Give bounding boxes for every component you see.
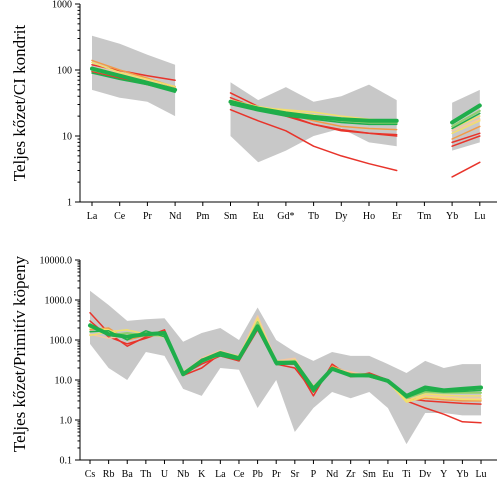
x-tick-label: Nd: [169, 211, 181, 222]
x-tick-label: Ho: [363, 211, 375, 222]
x-tick-label: Ce: [114, 211, 126, 222]
x-tick-label: Pr: [272, 469, 282, 477]
y-tick-label: 10.0: [55, 376, 73, 387]
x-tick-label: Sm: [224, 211, 238, 222]
x-tick-label: Yb: [456, 469, 468, 477]
x-tick-label: Zr: [346, 469, 356, 477]
y-tick-label: 100.0: [50, 336, 73, 347]
envelope-layer: [90, 290, 481, 445]
chondrite-ree-plot: 1 10 100 1000 La Ce Pr Nd Pm Sm Eu Gd* Tb Dy Ho Er Tm Yb L…: [10, 0, 497, 222]
series-layer: [88, 312, 483, 424]
y-tick-label: 1: [67, 198, 72, 209]
y-tick-label: 1000.0: [45, 296, 73, 307]
y-tick-label: 1.0: [60, 416, 73, 427]
x-tick-label: Gd*: [277, 211, 294, 222]
x-tick-label: Eu: [253, 211, 264, 222]
x-tick-label: Pr: [143, 211, 153, 222]
x-tick-label: Eu: [382, 469, 393, 477]
series-line: [89, 328, 482, 399]
x-tick-label: Dy: [419, 469, 431, 477]
y-tick-label: 10000.0: [40, 256, 73, 267]
y-tick-label: 1000: [52, 0, 72, 11]
series-line: [90, 66, 482, 125]
x-tick-label: La: [87, 211, 98, 222]
x-tick-label: Pb: [252, 469, 263, 477]
x-tick-label: Th: [140, 469, 151, 477]
x-tick-label: Ti: [402, 469, 411, 477]
x-tick-label: Rb: [103, 469, 115, 477]
x-tick-label: Yb: [446, 211, 458, 222]
x-tick-label: P: [311, 469, 317, 477]
x-tick-label: La: [215, 469, 226, 477]
primitive-mantle-plot: 0.1 1.0 10.0 100.0 1000.0 10000.0 Cs Rb Ba Th U Nb K…: [10, 255, 497, 477]
x-tick-label: Lu: [474, 211, 485, 222]
x-tick-label: Sr: [290, 469, 300, 477]
x-tick-label: K: [198, 469, 206, 477]
y-tick-label: 100: [57, 66, 72, 77]
series-line: [91, 72, 481, 130]
x-tick-label: Ce: [233, 469, 245, 477]
y-tick-label: 10: [62, 132, 72, 143]
x-tick-label: Pm: [196, 211, 210, 222]
x-tick-label: Y: [440, 469, 447, 477]
x-tick-label: Tb: [308, 211, 319, 222]
axes-layer: 1 10 100 1000 La Ce Pr Nd Pm Sm Eu Gd* Tb Dy Ho Er Tm Yb L…: [52, 0, 497, 222]
x-tick-label: Er: [392, 211, 402, 222]
x-tick-label: Cs: [85, 469, 96, 477]
x-tick-label: Sm: [363, 469, 377, 477]
series-layer: [90, 59, 482, 178]
envelope-field: [90, 290, 481, 445]
axes-layer: 0.1 1.0 10.0 100.0 1000.0 10000.0 Cs Rb Ba Th U Nb K…: [40, 256, 497, 477]
x-tick-label: Lu: [475, 469, 486, 477]
y-tick-label: 0.1: [60, 456, 73, 467]
y-axis-label: Teljes kőzet/Primitív köpeny: [10, 255, 29, 452]
x-tick-label: Tm: [417, 211, 431, 222]
envelope-field: [230, 82, 397, 163]
x-tick-label: Nb: [177, 469, 189, 477]
x-tick-label: Dy: [335, 211, 347, 222]
x-tick-label: U: [161, 469, 169, 477]
y-axis-label: Teljes kőzet/CI kondrit: [10, 24, 29, 181]
x-tick-label: Nd: [326, 469, 338, 477]
envelope-layer: [92, 35, 480, 163]
x-tick-label: Ba: [122, 469, 134, 477]
